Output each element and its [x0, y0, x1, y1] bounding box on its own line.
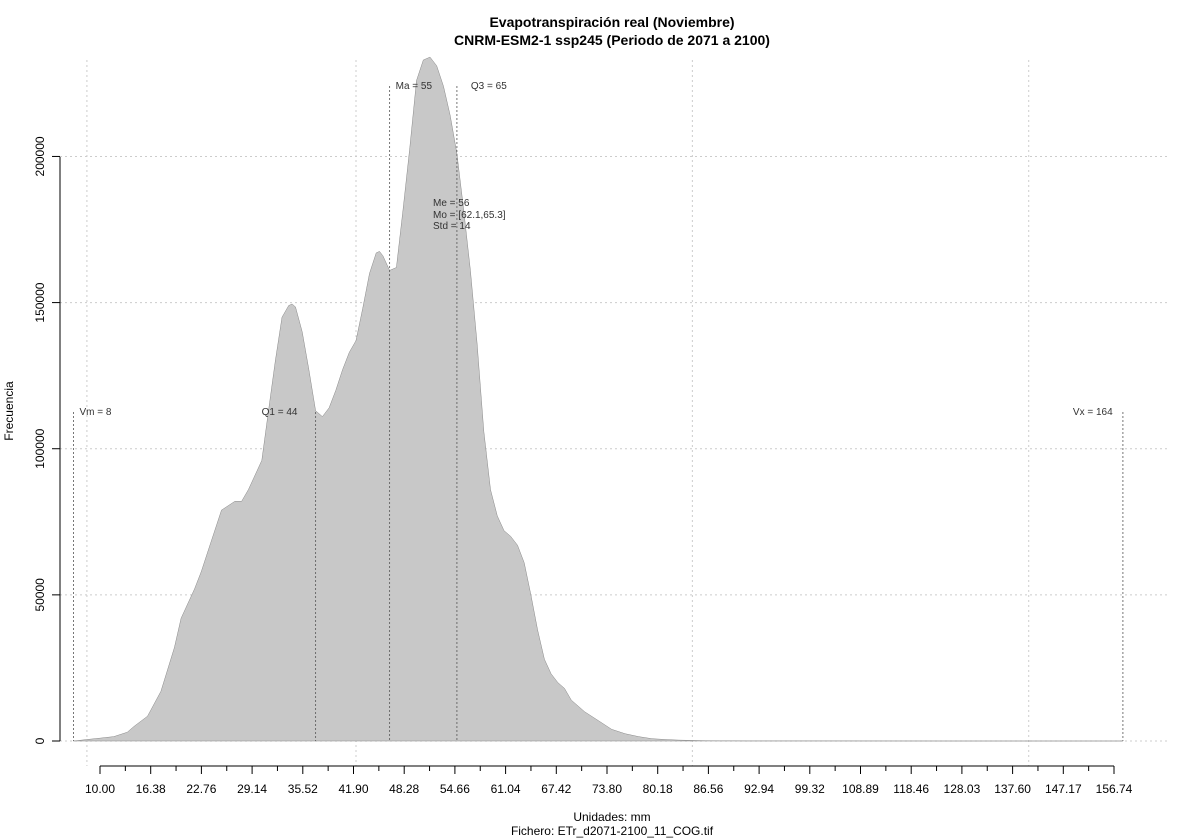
x-tick-label: 108.89: [842, 782, 879, 796]
x-tick-label: 80.18: [643, 782, 673, 796]
y-axis-label: Frecuencia: [2, 381, 16, 441]
x-tick-label: 61.04: [491, 782, 521, 796]
y-tick-label: 150000: [33, 282, 47, 322]
stat-label-q3: Q3 = 65: [471, 81, 507, 92]
stat-label-mean: Ma = 55: [396, 81, 433, 92]
file-label: Fichero: ETr_d2071-2100_11_COG.tif: [511, 824, 714, 838]
x-tick-label: 41.90: [338, 782, 368, 796]
x-tick-label: 86.56: [693, 782, 723, 796]
x-tick-label: 16.38: [136, 782, 166, 796]
density-area: [73, 56, 1123, 742]
chart-subtitle: CNRM-ESM2-1 ssp245 (Periodo de 2071 a 21…: [454, 32, 770, 48]
y-axis: 0 50000 100000 150000 200000: [33, 136, 60, 744]
x-tick-label: 99.32: [795, 782, 825, 796]
x-tick-label: 67.42: [541, 782, 571, 796]
stat-annotations: Vm = 8 Q1 = 44 Ma = 55 Q3 = 65 Vx = 164: [79, 81, 1113, 418]
stat-median: Me = 56: [433, 198, 470, 209]
x-tick-label: 156.74: [1096, 782, 1133, 796]
x-tick-label: 35.52: [288, 782, 318, 796]
x-tick-label: 137.60: [994, 782, 1031, 796]
stat-lines: [73, 86, 1124, 741]
stat-std: Std = 14: [433, 221, 471, 232]
x-tick-label: 48.28: [389, 782, 419, 796]
x-tick-label: 22.76: [186, 782, 216, 796]
y-tick-label: 50000: [33, 578, 47, 612]
x-tick-label: 128.03: [944, 782, 981, 796]
x-tick-label: 73.80: [592, 782, 622, 796]
stat-label-q1: Q1 = 44: [262, 407, 298, 418]
x-tick-label: 147.17: [1045, 782, 1082, 796]
y-tick-label: 100000: [33, 428, 47, 468]
stat-mode: Mo = [62.1,65.3]: [433, 210, 506, 221]
x-tick-label: 10.00: [85, 782, 115, 796]
stat-label-min: Vm = 8: [79, 407, 111, 418]
y-tick-label: 0: [33, 737, 47, 744]
y-tick-label: 200000: [33, 136, 47, 176]
stat-label-max: Vx = 164: [1073, 407, 1113, 418]
x-tick-label: 92.94: [744, 782, 774, 796]
x-tick-label: 118.46: [893, 782, 929, 796]
x-tick-label: 54.66: [440, 782, 470, 796]
x-tick-label: 29.14: [237, 782, 267, 796]
chart-title: Evapotranspiración real (Noviembre): [489, 14, 734, 30]
x-axis: 10.00 16.38 22.76 29.14 35.52 41.90 48.28 54.66…: [85, 766, 1133, 796]
x-axis-label: Unidades: mm: [573, 810, 650, 824]
